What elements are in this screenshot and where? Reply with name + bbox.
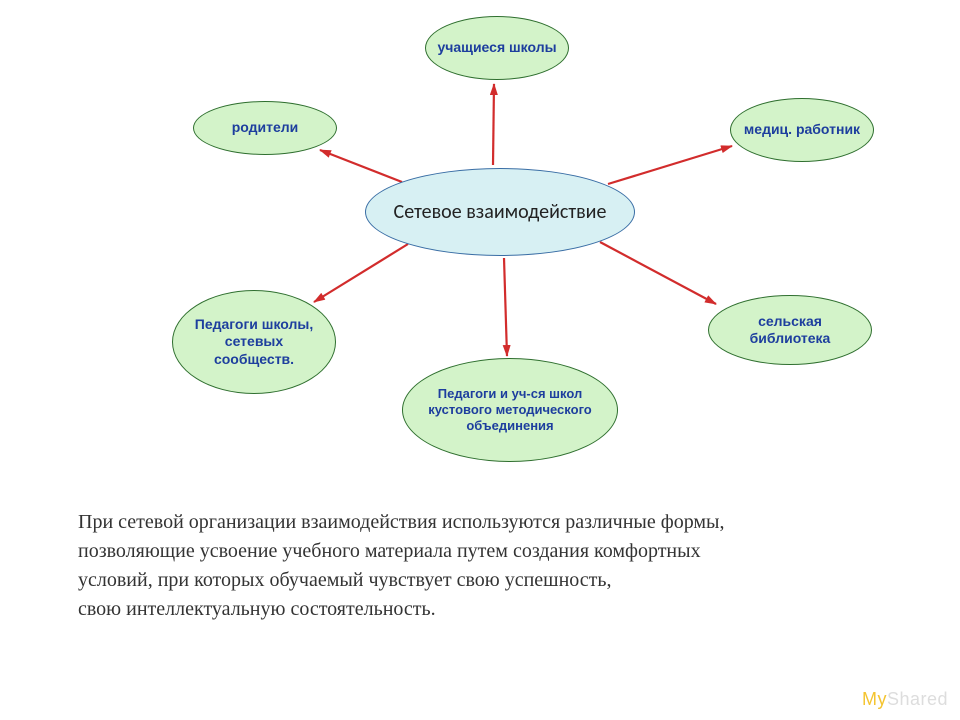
watermark-suffix: Shared	[887, 689, 948, 709]
center-node-label: Сетевое взаимодействие	[394, 200, 607, 225]
node-cluster-label: Педагоги и уч-ся школ кустового методиче…	[413, 386, 607, 435]
edge-center-cluster	[504, 258, 507, 356]
node-teachers-label: Педагоги школы, сетевых сообществ.	[183, 316, 325, 369]
watermark-prefix: My	[862, 689, 887, 709]
node-parents: родители	[193, 101, 337, 155]
edge-center-medic	[608, 146, 732, 184]
node-students-label: учащиеся школы	[437, 39, 556, 57]
caption-text: При сетевой организации взаимодействия и…	[78, 508, 725, 624]
node-teachers: Педагоги школы, сетевых сообществ.	[172, 290, 336, 394]
network-diagram: Сетевое взаимодействие учащиеся школы роди…	[0, 0, 960, 720]
node-cluster: Педагоги и уч-ся школ кустового методиче…	[402, 358, 618, 462]
edge-center-students	[493, 84, 494, 165]
edge-center-teachers	[314, 244, 408, 302]
node-parents-label: родители	[232, 119, 299, 137]
edge-center-library	[600, 242, 716, 304]
node-library-label: сельская библиотека	[719, 313, 861, 348]
node-library: сельская библиотека	[708, 295, 872, 365]
watermark: MyShared	[862, 689, 948, 710]
node-medic: медиц. работник	[730, 98, 874, 162]
center-node: Сетевое взаимодействие	[365, 168, 635, 256]
edge-center-parents	[320, 150, 402, 182]
node-medic-label: медиц. работник	[744, 121, 860, 139]
node-students: учащиеся школы	[425, 16, 569, 80]
